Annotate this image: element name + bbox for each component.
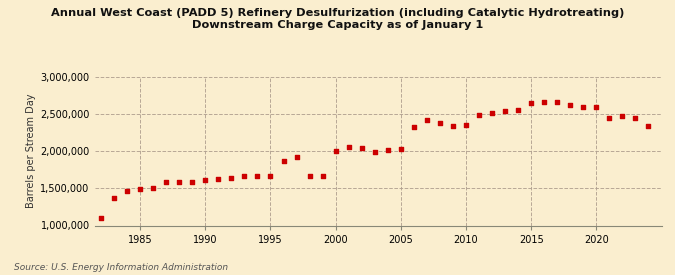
Text: Source: U.S. Energy Information Administration: Source: U.S. Energy Information Administ… — [14, 263, 227, 272]
Point — [96, 216, 107, 220]
Point — [187, 180, 198, 184]
Point — [487, 111, 497, 116]
Point — [252, 174, 263, 178]
Point — [330, 148, 341, 153]
Point — [226, 176, 237, 180]
Point — [526, 101, 537, 105]
Text: Annual West Coast (PADD 5) Refinery Desulfurization (including Catalytic Hydrotr: Annual West Coast (PADD 5) Refinery Desu… — [51, 8, 624, 30]
Point — [265, 174, 276, 179]
Point — [435, 121, 446, 125]
Point — [135, 187, 146, 191]
Point — [552, 99, 563, 104]
Point — [239, 174, 250, 178]
Point — [148, 185, 159, 190]
Point — [109, 196, 119, 200]
Point — [356, 145, 367, 150]
Point — [396, 147, 406, 151]
Point — [539, 99, 549, 104]
Point — [382, 148, 393, 152]
Point — [291, 155, 302, 160]
Point — [304, 174, 315, 179]
Point — [500, 109, 510, 113]
Point — [369, 150, 380, 154]
Point — [578, 104, 589, 109]
Point — [408, 125, 419, 129]
Point — [630, 116, 641, 120]
Point — [317, 174, 328, 179]
Point — [643, 124, 654, 128]
Point — [213, 177, 223, 181]
Point — [421, 118, 432, 122]
Point — [460, 123, 471, 127]
Point — [278, 159, 289, 163]
Point — [604, 116, 615, 120]
Point — [122, 189, 132, 194]
Point — [617, 114, 628, 119]
Point — [474, 113, 485, 117]
Point — [448, 124, 458, 128]
Point — [513, 108, 524, 112]
Point — [200, 178, 211, 182]
Point — [161, 180, 171, 185]
Point — [344, 145, 354, 149]
Point — [565, 103, 576, 108]
Point — [174, 180, 185, 184]
Point — [591, 104, 601, 109]
Y-axis label: Barrels per Stream Day: Barrels per Stream Day — [26, 94, 36, 208]
